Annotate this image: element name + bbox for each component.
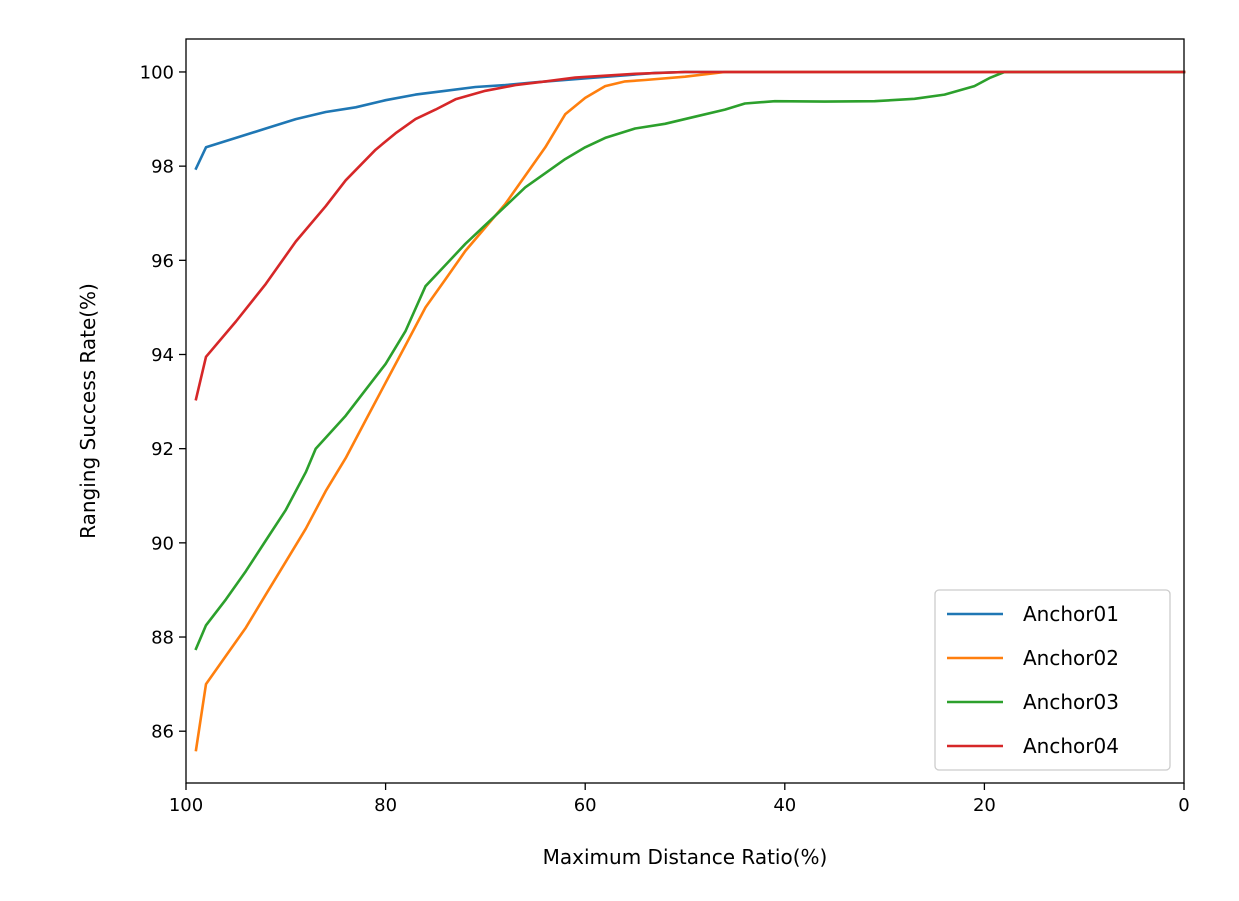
y-tick-label: 98: [151, 157, 174, 178]
series-line-anchor04: [194, 70, 1186, 401]
y-tick-label: 96: [151, 251, 174, 272]
x-tick-label: 60: [574, 795, 597, 816]
y-axis-ticks: 86 88 90 92 94 96 98 100: [140, 62, 186, 743]
series-line-anchor01: [194, 70, 1186, 171]
x-axis-ticks: 100 80 60 40 20 0: [169, 783, 1190, 816]
x-tick-label: 100: [169, 795, 203, 816]
legend-label-anchor04: Anchor04: [1023, 734, 1119, 758]
y-tick-label: 88: [151, 628, 174, 649]
plot-frame: [185, 38, 1185, 784]
x-tick-label: 80: [374, 795, 397, 816]
series-line-anchor03: [194, 70, 1186, 651]
x-axis-label: Maximum Distance Ratio(%): [543, 845, 828, 869]
series-layer: [194, 70, 1186, 752]
y-tick-label: 86: [151, 722, 174, 743]
legend-label-anchor01: Anchor01: [1023, 602, 1119, 626]
y-tick-label: 94: [151, 345, 174, 366]
x-tick-label: 20: [973, 795, 996, 816]
x-tick-label: 40: [773, 795, 796, 816]
x-tick-label: 0: [1178, 795, 1189, 816]
y-tick-label: 100: [140, 62, 174, 83]
legend-label-anchor03: Anchor03: [1023, 690, 1119, 714]
legend-box: [934, 589, 1171, 771]
legend: Anchor01 Anchor02 Anchor03 Anchor04: [934, 589, 1171, 771]
y-axis-label: Ranging Success Rate(%): [76, 283, 100, 539]
legend-label-anchor02: Anchor02: [1023, 646, 1119, 670]
y-tick-label: 92: [151, 439, 174, 460]
y-tick-label: 90: [151, 533, 174, 554]
